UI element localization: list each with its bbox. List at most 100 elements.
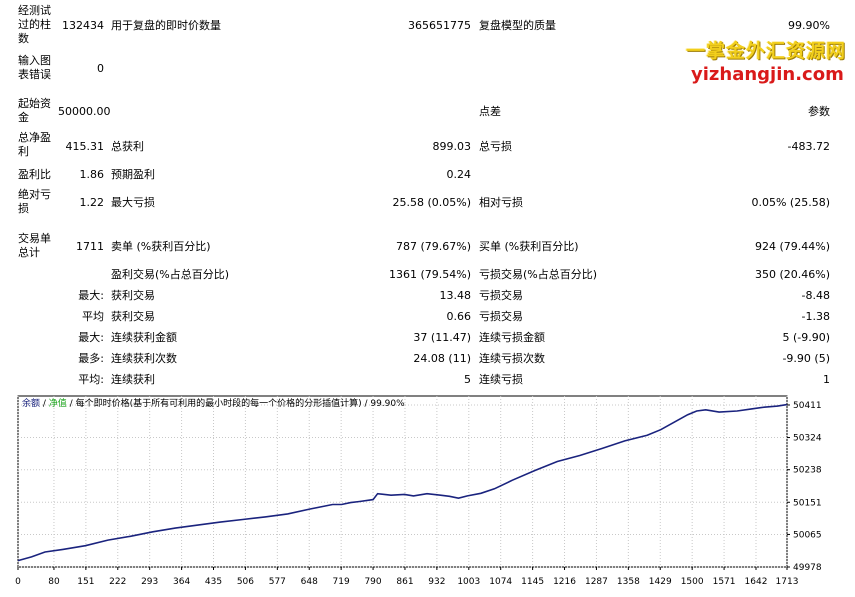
max-consecutive-losses-value: 5 (-9.90): [782, 331, 830, 344]
bars-tested-value: 132434: [62, 19, 104, 32]
chart-errors-label: 输入图表错误: [18, 54, 51, 81]
y-tick-label: 50065: [793, 530, 822, 540]
profit-trades-label: 盈利交易(%占总百分比): [111, 268, 230, 281]
chart-errors-value: 0: [97, 62, 104, 75]
legend-quality: 99.90%: [370, 399, 405, 409]
gross-loss-value: -483.72: [787, 140, 830, 153]
average-consecutive-label: 平均:: [78, 373, 104, 386]
largest-loss-value: -8.48: [801, 289, 830, 302]
legend-separator-1: /: [40, 399, 49, 409]
grid-layer: [17, 396, 788, 568]
net-profit-label: 总净盈利: [18, 131, 51, 158]
modelling-quality-label: 复盘模型的质量: [479, 19, 556, 32]
x-tick-label: 222: [109, 577, 126, 587]
spread-label: 点差: [479, 105, 501, 118]
long-positions-label: 买单 (%获利百分比): [479, 240, 579, 253]
initial-deposit-label: 起始资金: [18, 97, 51, 124]
series-layer: [17, 403, 788, 562]
x-tick-label: 80: [48, 577, 60, 587]
average-profit-value: 0.66: [446, 310, 472, 323]
ticks-modelled-label: 用于复盘的即时价数量: [111, 19, 221, 32]
balance-line: [17, 403, 788, 562]
legend-equity: 净值: [49, 397, 67, 409]
legend-balance: 余额: [22, 397, 40, 409]
x-tick-label: 1074: [489, 577, 512, 587]
expected-payoff-label: 预期盈利: [111, 168, 155, 181]
total-trades-value: 1711: [76, 240, 104, 253]
x-tick-label: 1642: [745, 577, 768, 587]
x-tick-label: 1713: [776, 577, 799, 587]
profit-trades-value: 1361 (79.54%): [388, 268, 471, 281]
max-consecutive-label: 最大:: [78, 331, 104, 344]
absolute-drawdown-label: 绝对亏损: [18, 188, 51, 215]
x-tick-label: 435: [205, 577, 222, 587]
average-profit-label: 获利交易: [111, 310, 155, 323]
x-tick-label: 719: [333, 577, 350, 587]
x-tick-label: 151: [77, 577, 94, 587]
maximal-drawdown-label: 最大亏损: [111, 196, 155, 209]
y-tick-label: 50324: [793, 434, 822, 444]
y-axis: 49978 50065 50151 50238 50324 50411: [787, 401, 822, 573]
relative-drawdown-value: 0.05% (25.58): [751, 196, 830, 209]
net-profit-value: 415.31: [65, 140, 105, 153]
bars-tested-label: 经测试过的柱数: [18, 4, 51, 45]
legend-separator-2: /: [67, 399, 76, 409]
watermark-url: yizhangjin.com: [691, 64, 844, 85]
legend-separator-3: /: [362, 399, 371, 409]
absolute-drawdown-value: 1.22: [79, 196, 105, 209]
largest-loss-label: 亏损交易: [479, 289, 523, 302]
short-positions-value: 787 (79.67%): [395, 240, 471, 253]
legend-model: 每个即时价格(基于所有可利用的最小时段的每一个价格的分形插值计算): [76, 397, 362, 409]
x-tick-label: 364: [173, 577, 190, 587]
profit-factor-label: 盈利比: [18, 168, 51, 181]
y-tick-label: 50151: [793, 498, 822, 508]
average-consecutive-wins-value: 5: [464, 373, 471, 386]
max-consecutive-profit-value: 24.08 (11): [413, 352, 471, 365]
x-tick-label: 1358: [617, 577, 640, 587]
short-positions-label: 卖单 (%获利百分比): [111, 240, 211, 253]
balance-chart-svg: 0 80 151 222 293 364 435 506 577 648 719 790 861 932 1…: [0, 392, 855, 594]
average-loss-label: 亏损交易: [479, 310, 523, 323]
expected-payoff-value: 0.24: [446, 168, 472, 181]
x-tick-label: 293: [141, 577, 158, 587]
x-tick-label: 1216: [553, 577, 576, 587]
average-label: 平均: [82, 310, 104, 323]
chart-legend: 余额 / 净值 / 每个即时价格(基于所有可利用的最小时段的每一个价格的分形插值…: [22, 397, 405, 409]
x-tick-label: 861: [396, 577, 413, 587]
balance-chart: 0 80 151 222 293 364 435 506 577 648 719 790 861 932 1…: [0, 392, 855, 594]
ticks-modelled-value: 365651775: [408, 19, 471, 32]
max-consecutive-wins-label: 连续获利金额: [111, 331, 177, 344]
initial-deposit-value: 50000.00: [58, 105, 111, 118]
max-consecutive-profit-label: 连续获利次数: [111, 352, 177, 365]
x-tick-label: 932: [428, 577, 445, 587]
gross-profit-label: 总获利: [111, 140, 144, 153]
maximal-drawdown-value: 25.58 (0.05%): [392, 196, 471, 209]
modelling-quality-value: 99.90%: [788, 19, 830, 32]
x-tick-label: 648: [301, 577, 318, 587]
x-axis: 0 80 151 222 293 364 435 506 577 648 719 790 861 932 1…: [15, 567, 798, 587]
x-tick-label: 1287: [585, 577, 608, 587]
average-consecutive-wins-label: 连续获利: [111, 373, 155, 386]
x-tick-label: 1500: [681, 577, 704, 587]
max-consecutive-wins-value: 37 (11.47): [413, 331, 471, 344]
loss-trades-label: 亏损交易(%占总百分比): [479, 268, 598, 281]
x-tick-label: 577: [269, 577, 286, 587]
largest-profit-label: 获利交易: [111, 289, 155, 302]
x-tick-label: 506: [237, 577, 254, 587]
total-trades-label: 交易单总计: [18, 232, 51, 259]
average-loss-value: -1.38: [801, 310, 830, 323]
watermark-title: 一掌金外汇资源网: [686, 40, 847, 62]
loss-trades-value: 350 (20.46%): [754, 268, 830, 281]
y-tick-label: 49978: [793, 563, 822, 573]
max-consecutive-losses-label: 连续亏损金额: [479, 331, 545, 344]
x-tick-label: 0: [15, 577, 21, 587]
x-tick-label: 1003: [457, 577, 480, 587]
relative-drawdown-label: 相对亏损: [479, 196, 523, 209]
plot-area: [17, 395, 788, 568]
max-consecutive-most-label: 最多:: [78, 352, 104, 365]
largest-profit-value: 13.48: [439, 289, 472, 302]
long-positions-value: 924 (79.44%): [754, 240, 830, 253]
gross-loss-label: 总亏损: [479, 140, 512, 153]
max-consecutive-loss-label: 连续亏损次数: [479, 352, 545, 365]
y-tick-label: 50238: [793, 466, 822, 476]
